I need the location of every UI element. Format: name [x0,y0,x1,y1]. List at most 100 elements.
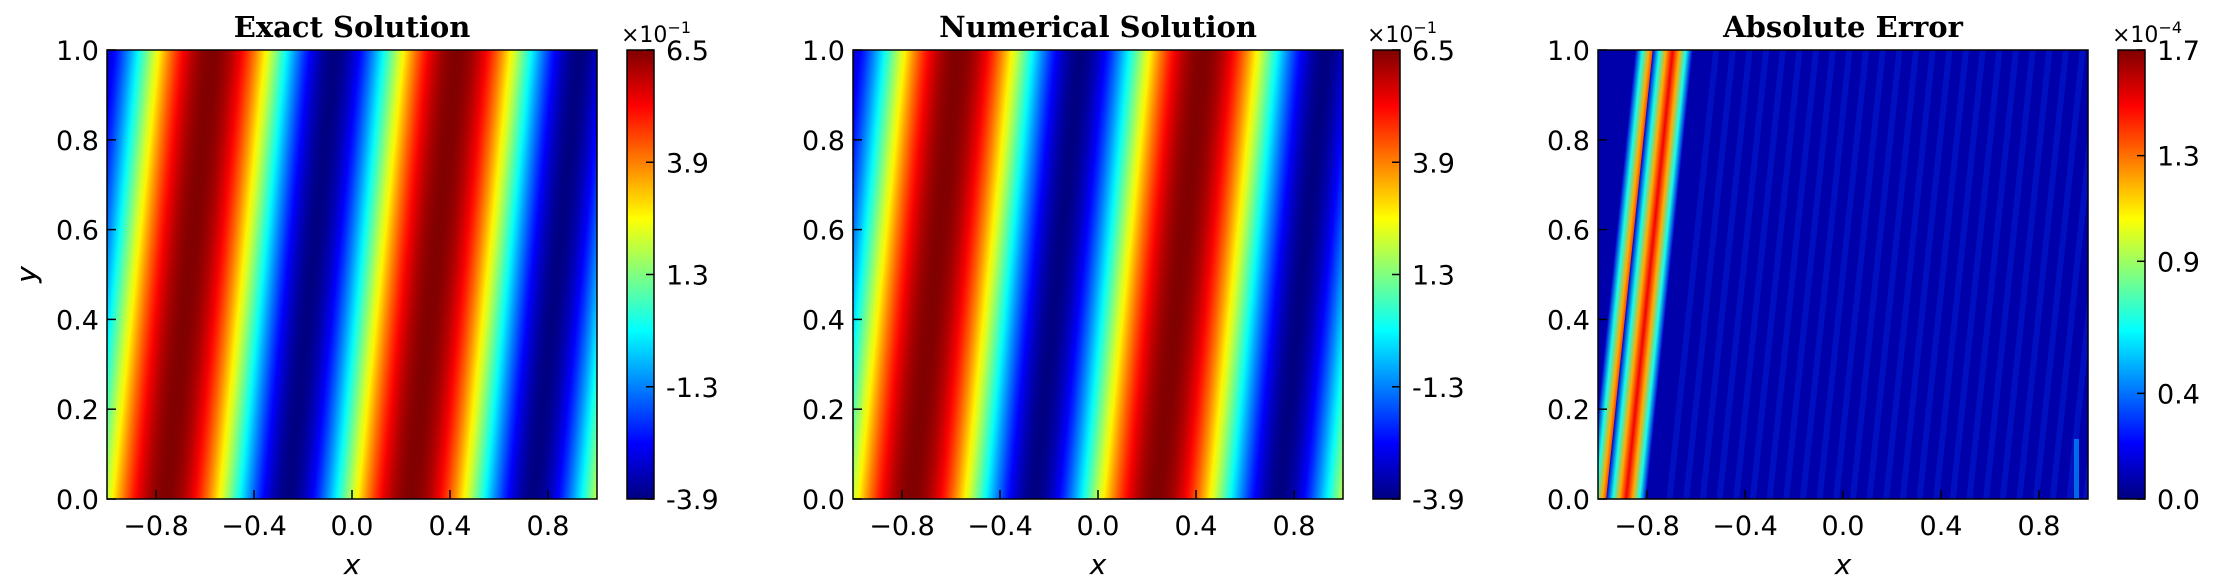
multiplier-exponent: −1 [1413,18,1437,37]
colorbar-tick-label: -3.9 [1412,485,1465,516]
x-tick-label: 0.8 [1273,511,1316,542]
chart-title: Numerical Solution [939,10,1257,44]
chart-panel-2: Numerical Solution −0.8 −0.4 0.0 0.4 0.8 0.0 0.… [10,10,1465,581]
error-ripple [1949,50,2003,499]
chart-title: Exact Solution [234,10,471,44]
x-tick-label: 0.0 [1822,511,1865,542]
y-tick-label: 0.2 [1547,395,1590,426]
y-tick-label: 1.0 [1547,36,1590,67]
edge-artifact [2074,439,2079,499]
error-ripple [1883,50,1936,499]
colorbar-tick-label: -1.3 [666,373,719,404]
error-ripple [1683,50,1736,499]
y-axis-label: y [10,266,43,284]
x-tick-label: 0.8 [527,511,570,542]
wave-field [107,50,597,499]
error-ripple [1899,50,1953,499]
y-tick-label: 0.0 [1547,485,1590,516]
multiplier-base: ×10 [621,23,667,48]
x-tick-label: 0.4 [1920,511,1963,542]
x-tick-label: 0.0 [331,511,374,542]
y-tick-label: 0.8 [802,126,845,157]
colorbar-tick-label: 1.3 [2157,142,2200,173]
colorbar-tick-label: 3.9 [666,148,709,179]
error-ripple [2033,50,2086,499]
y-tick-label: 0.8 [56,126,99,157]
x-tick-label: −0.4 [967,511,1033,542]
colorbar-multiplier: ×10−1 [621,18,691,48]
colorbar-tick-label: 0.4 [2157,379,2200,410]
colorbar-tick-label: -3.9 [666,485,719,516]
error-ripple [1733,50,1786,499]
error-ripple [1833,50,1886,499]
heatmap [853,50,1343,499]
y-tick-label: 0.4 [802,305,845,336]
chart-panel-1: Exact Solution −0.8 −0.4 0.0 0.4 0.8 0.0 0.2 0.4… [10,10,719,581]
error-ripple [1799,50,1853,499]
x-tick-label: 0.0 [1077,511,1120,542]
colorbar-multiplier: ×10−1 [1367,18,1437,48]
error-ripple [1783,50,1836,499]
error-ripple [1933,50,1986,499]
y-tick-label: 0.0 [56,485,99,516]
x-tick-label: −0.4 [221,511,287,542]
colorbar-tick-label: 1.7 [2157,36,2200,67]
x-tick-label: −0.8 [869,511,935,542]
y-tick-label: 1.0 [56,36,99,67]
x-axis-label: x [1834,548,1852,581]
x-tick-label: 0.8 [2018,511,2061,542]
y-tick-label: 0.4 [1547,305,1590,336]
error-ripple [1699,50,1753,499]
wave-fill [853,50,1343,499]
y-tick-label: 0.6 [802,216,845,247]
error-bands [1598,50,2088,499]
error-ripple [1999,50,2053,499]
error-ripple [1766,50,1820,499]
colorbar-tick-label: 0.0 [2157,485,2200,516]
colorbar-tick-label: -1.3 [1412,373,1465,404]
error-ripple [2016,50,2070,499]
error-band-2 [1606,50,1693,499]
x-tick-label: −0.4 [1712,511,1778,542]
colorbar-tick-label: 3.9 [1412,148,1455,179]
x-tick-label: 0.4 [429,511,472,542]
x-tick-label: −0.8 [123,511,189,542]
error-ripple [1966,50,2020,499]
wave-field [853,50,1343,499]
y-tick-label: 0.2 [802,395,845,426]
y-tick-label: 0.0 [802,485,845,516]
error-ripple [1666,50,1720,499]
colorbar-tick-label: 1.3 [1412,261,1455,292]
x-axis-label: x [343,548,361,581]
multiplier-base: ×10 [2112,23,2158,48]
colorbar-tick-label: 6.5 [1412,36,1455,67]
y-axis-label: y [10,266,43,284]
error-ripple [1983,50,2036,499]
colorbar-tick-label: 0.9 [2157,247,2200,278]
y-tick-label: 0.6 [1547,216,1590,247]
multiplier-exponent: −4 [2158,18,2182,37]
x-tick-label: −0.8 [1614,511,1680,542]
y-tick-label: 0.2 [56,395,99,426]
multiplier-exponent: −1 [667,18,691,37]
heatmap [107,50,597,499]
error-ripple [2066,50,2088,499]
colorbar-tick-label: 1.3 [666,261,709,292]
error-ripple [1749,50,1803,499]
colorbar-tick-label: 6.5 [666,36,709,67]
x-axis-label: x [1089,548,1107,581]
heatmap [1598,50,2088,499]
error-ripple [1849,50,1903,499]
error-ripple [1716,50,1770,499]
y-tick-label: 0.4 [56,305,99,336]
y-tick-label: 0.6 [56,216,99,247]
colorbar [2117,49,2146,500]
y-tick-label: 1.0 [802,36,845,67]
chart-panel-3: Absolute Error −0.8 −0.4 0.0 0.4 0.8 0.0 0.2 0.4… [10,10,2200,581]
error-ripple [2049,50,2088,499]
y-axis-label: y [10,266,43,284]
error-ripple [1916,50,1970,499]
y-tick-label: 0.8 [1547,126,1590,157]
multiplier-base: ×10 [1367,23,1413,48]
